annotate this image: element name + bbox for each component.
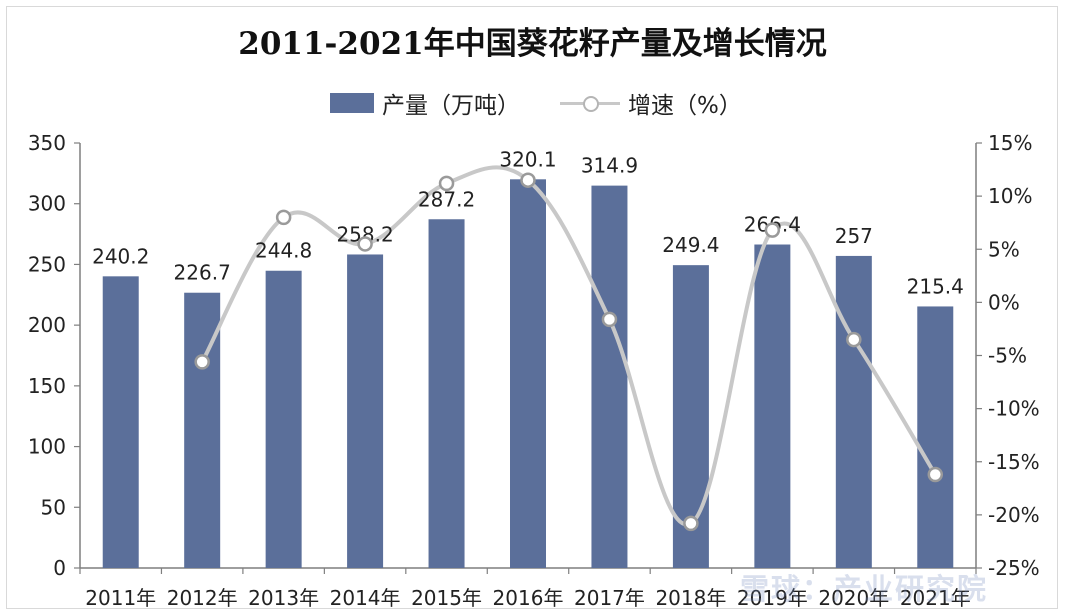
bar — [835, 255, 872, 568]
x-tick-label: 2018年 — [655, 586, 726, 610]
watermark-text: 雪球：产业研究院 — [740, 572, 989, 606]
bar-data-label: 287.2 — [418, 187, 475, 211]
growth-rate-point — [194, 354, 210, 370]
bar — [917, 306, 954, 568]
chart-title: 2011-2021年中国葵花籽产量及增长情况 — [238, 26, 827, 62]
chart-frame — [6, 6, 1058, 609]
y-right-tick-label: 0% — [988, 290, 1020, 314]
bar-data-label: 215.4 — [907, 274, 964, 298]
bar — [347, 254, 384, 568]
y-right-tick-label: -10% — [988, 397, 1040, 421]
y-left-tick-label: 50 — [41, 495, 66, 519]
x-tick-label: 2016年 — [493, 586, 564, 610]
y-left-tick-label: 350 — [28, 131, 66, 155]
y-right-tick-label: 15% — [988, 131, 1032, 155]
x-tick-label: 2015年 — [411, 586, 482, 610]
x-tick-label: 2013年 — [248, 586, 319, 610]
bar — [510, 179, 546, 569]
growth-rate-point — [846, 331, 862, 348]
legend-line-swatch — [560, 93, 620, 113]
y-left-tick-label: 250 — [28, 252, 66, 276]
x-tick-label: 2012年 — [167, 586, 238, 610]
y-left-tick-label: 0 — [53, 556, 66, 580]
x-tick-label: 2017年 — [574, 586, 645, 610]
y-right-tick-label: -5% — [988, 344, 1027, 368]
bar-data-label: 320.1 — [499, 147, 556, 171]
bar — [428, 219, 465, 568]
y-right-tick-label: 10% — [988, 184, 1032, 208]
x-tick-label: 2019年 — [737, 586, 808, 610]
bar-data-label: 226.7 — [174, 261, 231, 285]
y-right-tick-label: -25% — [988, 556, 1040, 580]
bar-data-label: 240.2 — [92, 244, 149, 268]
growth-rate-line — [200, 165, 937, 527]
bar — [265, 270, 302, 568]
growth-rate-point — [275, 209, 292, 226]
bar — [591, 185, 628, 568]
legend-bar-label: 产量（万吨） — [382, 93, 520, 119]
growth-rate-point — [764, 222, 781, 238]
chart-legend: 产量（万吨） 增速（%） — [330, 88, 742, 119]
legend-line-label: 增速（%） — [628, 93, 742, 119]
x-tick-label: 2011年 — [85, 586, 156, 610]
x-tick-label: 2021年 — [900, 586, 971, 610]
growth-rate-point — [357, 236, 373, 252]
bar-data-label: 314.9 — [581, 154, 638, 178]
legend-bar-swatch — [330, 93, 374, 113]
bar — [754, 244, 791, 568]
bar-data-label: 257 — [835, 224, 873, 248]
bar-data-label: 249.4 — [662, 233, 719, 257]
y-right-tick-label: 5% — [988, 237, 1020, 261]
bar-data-label: 244.8 — [255, 239, 312, 263]
y-left-tick-label: 300 — [28, 192, 66, 216]
y-left-tick-label: 150 — [28, 374, 66, 398]
growth-rate-point — [601, 311, 618, 328]
y-right-tick-label: -20% — [988, 503, 1040, 527]
y-right-tick-label: -15% — [988, 450, 1040, 474]
y-left-tick-label: 200 — [28, 313, 66, 337]
x-tick-label: 2014年 — [330, 586, 401, 610]
growth-rate-point — [438, 175, 455, 192]
growth-rate-point — [927, 466, 944, 483]
growth-rate-point — [683, 515, 699, 532]
growth-rate-point — [520, 172, 536, 188]
bar — [102, 276, 139, 568]
x-tick-label: 2020年 — [818, 586, 889, 610]
y-left-tick-label: 100 — [28, 435, 66, 459]
